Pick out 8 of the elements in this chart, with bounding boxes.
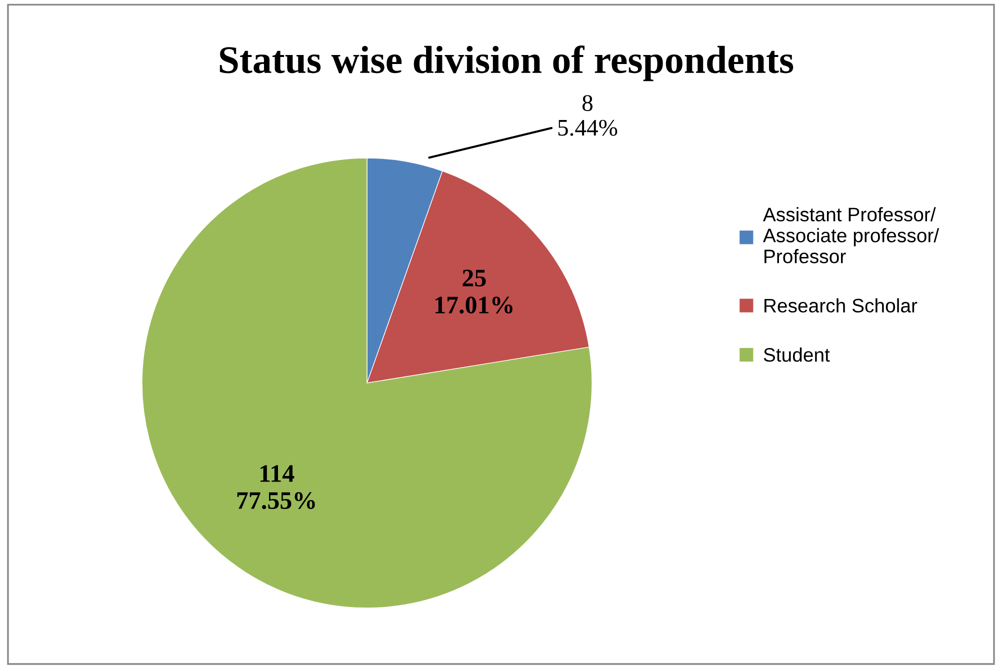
- legend-label: Assistant Professor/ Associate professor/ Professor: [762, 207, 940, 264]
- chart-title: Status wise division of respondents: [220, 45, 794, 82]
- data-label: 114 77.55%: [237, 465, 315, 510]
- data-label: 25 17.01%: [436, 270, 512, 314]
- legend-label: Research Scholar: [764, 298, 918, 313]
- data-label: 8 5.44%: [558, 95, 618, 136]
- legend-label: Student: [764, 348, 830, 362]
- pie-slice: [142, 158, 592, 608]
